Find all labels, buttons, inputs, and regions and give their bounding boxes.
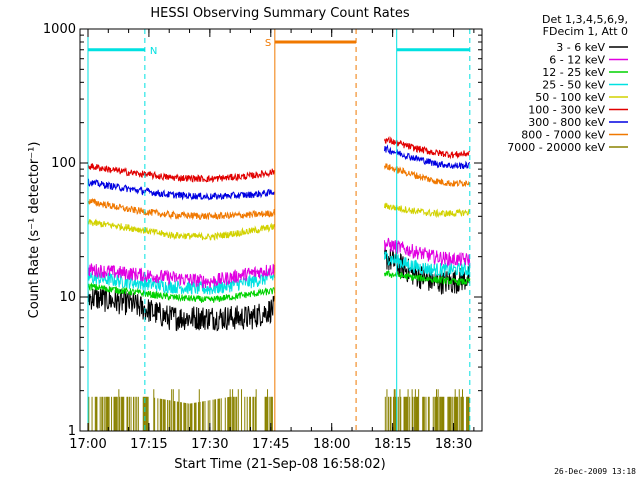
x-tick-label-0: 17:00	[69, 437, 106, 452]
y-tick-label-3: 1000	[43, 22, 76, 37]
flag-label-1: S	[265, 38, 271, 49]
series-line-6-0	[87, 178, 275, 201]
series-line-0-0	[87, 286, 275, 332]
legend-label-4: 50 - 100 keV	[535, 91, 605, 104]
legend-label-8: 7000 - 20000 keV	[507, 141, 605, 154]
x-tick-label-6: 18:30	[435, 437, 472, 452]
series-line-4-1	[384, 202, 471, 219]
x-tick-label-4: 18:00	[313, 437, 350, 452]
series-line-7-0	[87, 197, 276, 221]
legend-label-5: 100 - 300 keV	[528, 104, 605, 117]
legend-label-2: 12 - 25 keV	[542, 66, 605, 79]
series-line-7-1	[384, 163, 471, 188]
x-tick-label-3: 17:45	[252, 437, 289, 452]
series-line-2-0	[87, 282, 276, 303]
flag-2	[396, 29, 471, 431]
x-axis-label: Start Time (21-Sep-08 16:58:02)	[174, 457, 385, 472]
x-tick-label-1: 17:15	[130, 437, 167, 452]
legend: Det 1,3,4,5,6,9,FDecim 1, Att 0 3 - 6 keV…	[507, 13, 628, 154]
plot-area	[87, 29, 471, 431]
legend-label-0: 3 - 6 keV	[556, 41, 605, 54]
series-8-spikes	[384, 389, 470, 431]
flag-1	[274, 29, 357, 431]
flag-0	[87, 29, 146, 431]
series-line-4-0	[87, 218, 276, 241]
series-line-5-0	[87, 163, 276, 184]
legend-header-1: FDecim 1, Att 0	[543, 25, 628, 38]
legend-label-1: 6 - 12 keV	[549, 54, 605, 67]
y-tick-label-0: 1	[68, 424, 76, 439]
plot-frame	[79, 28, 483, 432]
y-tick-label-1: 10	[59, 290, 76, 305]
y-axis-label: Count Rate (s⁻¹ detector⁻¹)	[27, 142, 42, 319]
legend-label-7: 800 - 7000 keV	[521, 129, 605, 142]
series-line-6-1	[384, 144, 471, 170]
footer-date: 26-Dec-2009 13:18	[554, 467, 636, 476]
series-line-3-1	[384, 251, 471, 277]
series-8-spikes	[88, 389, 273, 431]
series-line-5-1	[384, 136, 471, 160]
x-tick-label-2: 17:30	[191, 437, 228, 452]
legend-label-6: 300 - 800 keV	[528, 116, 605, 129]
x-tick-label-5: 18:15	[374, 437, 411, 452]
flag-label-0: N	[150, 46, 157, 57]
legend-label-3: 25 - 50 keV	[542, 79, 605, 92]
series-line-2-1	[384, 269, 471, 287]
axes: N S 1 10 100 1000 17:00 17:15 17:30 17:45 18:00 18:…	[43, 22, 483, 452]
legend-header-0: Det 1,3,4,5,6,9,	[542, 13, 628, 26]
series-line-1-0	[87, 263, 276, 289]
series-line-1-1	[384, 237, 471, 268]
y-tick-label-2: 100	[51, 156, 76, 171]
chart-title: HESSI Observing Summary Count Rates	[150, 6, 409, 21]
